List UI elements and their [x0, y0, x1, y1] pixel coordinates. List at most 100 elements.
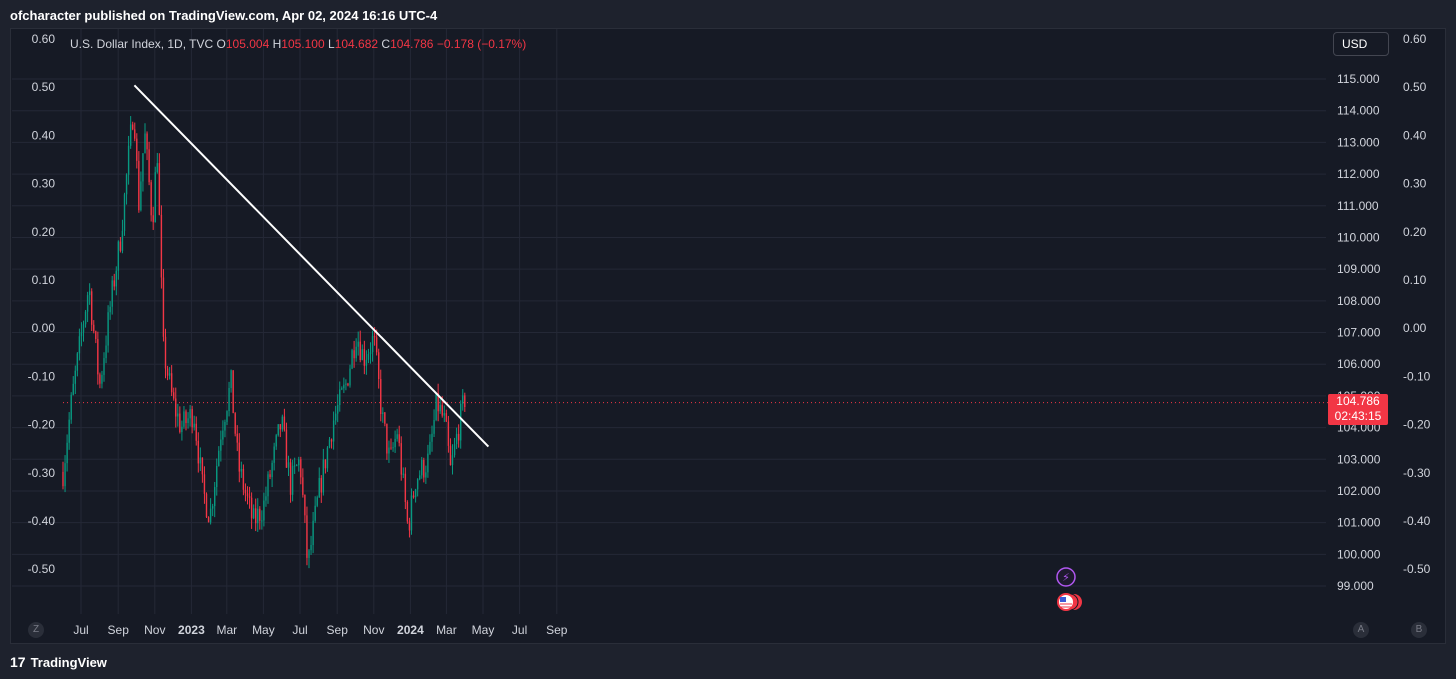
- candle: [396, 428, 398, 442]
- price-tick-label: 114.000: [1337, 104, 1380, 118]
- candle-body: [173, 392, 175, 399]
- candle: [187, 412, 189, 429]
- grid-lines: [12, 29, 1326, 614]
- candle: [105, 335, 107, 364]
- price-tick-label: 103.000: [1337, 452, 1381, 466]
- candle: [265, 486, 267, 507]
- candle: [312, 512, 314, 554]
- candle-body: [453, 444, 456, 456]
- candle: [76, 351, 79, 377]
- candle: [332, 411, 335, 450]
- time-tick-label: Jul: [73, 623, 88, 637]
- candle-body: [392, 447, 394, 449]
- bar-countdown: 02:43:15: [1334, 409, 1382, 423]
- tradingview-logo[interactable]: 17 TradingView: [10, 654, 107, 670]
- candle-body: [107, 312, 109, 346]
- candle-body: [435, 393, 437, 421]
- candle: [431, 425, 433, 452]
- us-flag-canton: [1060, 597, 1066, 602]
- candle: [97, 331, 99, 385]
- candle-body: [462, 395, 464, 404]
- candle-body: [341, 388, 343, 390]
- candle-body: [293, 465, 296, 467]
- candle-body: [175, 398, 177, 417]
- log-scale-button[interactable]: B: [1411, 622, 1427, 638]
- auto-scale-button[interactable]: A: [1353, 622, 1369, 638]
- price-tick-label: 101.000: [1337, 516, 1381, 530]
- candle: [91, 288, 93, 332]
- candle: [127, 135, 130, 185]
- candle: [349, 364, 351, 388]
- candle: [142, 153, 144, 192]
- candle: [257, 498, 259, 532]
- candle-body: [244, 489, 247, 494]
- candle: [175, 387, 177, 428]
- symbol-legend: U.S. Dollar Index, 1D, TVC O105.004 H105…: [70, 37, 526, 51]
- close-label: C: [381, 37, 391, 51]
- candle-body: [464, 395, 466, 407]
- candle-body: [193, 423, 195, 428]
- lightning-event-icon: [1056, 567, 1076, 587]
- candle: [322, 448, 325, 496]
- zoom-reset-button[interactable]: Z: [28, 622, 44, 638]
- percent-tick-label-right: 0.30: [1403, 177, 1427, 191]
- candle: [152, 206, 154, 230]
- last-price-value: 104.786: [1336, 394, 1380, 408]
- candle: [316, 495, 318, 508]
- event-markers: ⚡: [1056, 567, 1082, 611]
- percent-tick-label-left: 0.30: [32, 177, 56, 191]
- candle: [132, 121, 134, 131]
- candle: [146, 131, 148, 161]
- candle: [429, 434, 431, 455]
- candle: [296, 464, 298, 467]
- candle-body: [146, 133, 148, 150]
- candle-body: [402, 473, 404, 475]
- candle: [99, 372, 101, 389]
- candle: [421, 456, 423, 479]
- candle: [113, 273, 115, 291]
- candle-body: [78, 336, 81, 354]
- candle: [220, 430, 222, 462]
- candle-body: [414, 489, 417, 498]
- candle: [439, 398, 441, 414]
- candle-body: [207, 517, 210, 523]
- candle: [451, 444, 454, 475]
- percent-tick-label-right: 0.20: [1403, 225, 1427, 239]
- candle-body: [240, 468, 243, 472]
- candle: [189, 405, 191, 427]
- candle-body: [232, 370, 234, 414]
- candle-body: [74, 370, 76, 384]
- candle-body: [277, 424, 279, 436]
- candle: [64, 455, 66, 493]
- candle-body: [275, 435, 277, 447]
- chart-frame[interactable]: [10, 28, 1446, 644]
- candle-body: [388, 447, 390, 454]
- candle-body: [324, 459, 327, 469]
- percent-tick-label-right: -0.30: [1403, 466, 1431, 480]
- candle: [269, 469, 271, 480]
- percent-tick-label-right: -0.10: [1403, 369, 1431, 383]
- candle: [394, 430, 396, 453]
- candle: [267, 471, 269, 504]
- open-value: 105.004: [225, 37, 270, 51]
- percent-tick-label-left: -0.30: [28, 466, 56, 480]
- candle: [203, 466, 206, 504]
- candle: [380, 369, 382, 422]
- candle: [134, 122, 136, 142]
- currency-button[interactable]: USD: [1333, 32, 1389, 56]
- trendline: [133, 84, 490, 448]
- candle-body: [228, 388, 230, 412]
- candle: [367, 348, 370, 364]
- candle-body: [347, 383, 349, 386]
- candle-body: [76, 353, 79, 371]
- candle-body: [300, 459, 302, 478]
- candle: [70, 392, 72, 424]
- candle: [66, 434, 68, 472]
- candle-body: [330, 439, 333, 442]
- candle: [433, 409, 435, 438]
- candle-body: [111, 280, 113, 307]
- candle: [384, 411, 386, 427]
- candle-body: [283, 416, 286, 430]
- candle: [214, 481, 216, 518]
